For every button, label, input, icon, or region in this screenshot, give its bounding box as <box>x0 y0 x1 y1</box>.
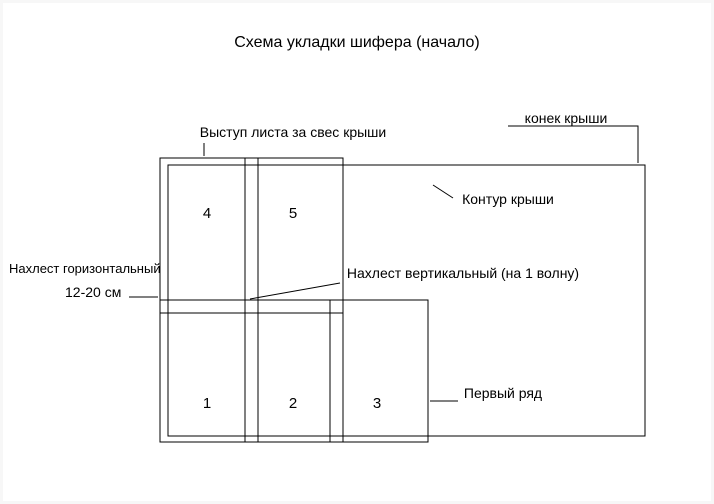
label-ridge: конек крыши <box>525 110 608 126</box>
label-h-overlap-1: Нахлест горизонтальный <box>9 261 161 276</box>
leader-ridge <box>508 126 638 163</box>
sheet-1 <box>160 300 258 442</box>
sheet-4 <box>160 158 258 313</box>
sheet-3 <box>330 300 428 442</box>
diagram-svg: Схема укладки шифера (начало) 1 2 3 4 5 Выст… <box>3 3 711 501</box>
sheet-5 <box>245 158 343 313</box>
label-h-overlap-2: 12-20 см <box>65 284 121 300</box>
label-overhang: Выступ листа за свес крыши <box>200 124 386 140</box>
sheet-number-5: 5 <box>289 205 297 222</box>
label-v-overlap: Нахлест вертикальный (на 1 волну) <box>347 265 579 281</box>
label-first-row: Первый ряд <box>464 385 542 401</box>
sheet-number-1: 1 <box>203 395 211 412</box>
leader-v-overlap <box>250 283 340 299</box>
sheet-number-3: 3 <box>373 395 381 412</box>
sheet-number-2: 2 <box>289 395 297 412</box>
label-contour: Контур крыши <box>462 191 554 207</box>
sheet-number-4: 4 <box>203 205 211 222</box>
sheets-group: 1 2 3 4 5 <box>160 158 428 442</box>
diagram-container: Схема укладки шифера (начало) 1 2 3 4 5 Выст… <box>3 3 711 501</box>
sheet-2 <box>245 300 343 442</box>
leader-contour <box>433 185 453 198</box>
diagram-title: Схема укладки шифера (начало) <box>234 34 480 51</box>
